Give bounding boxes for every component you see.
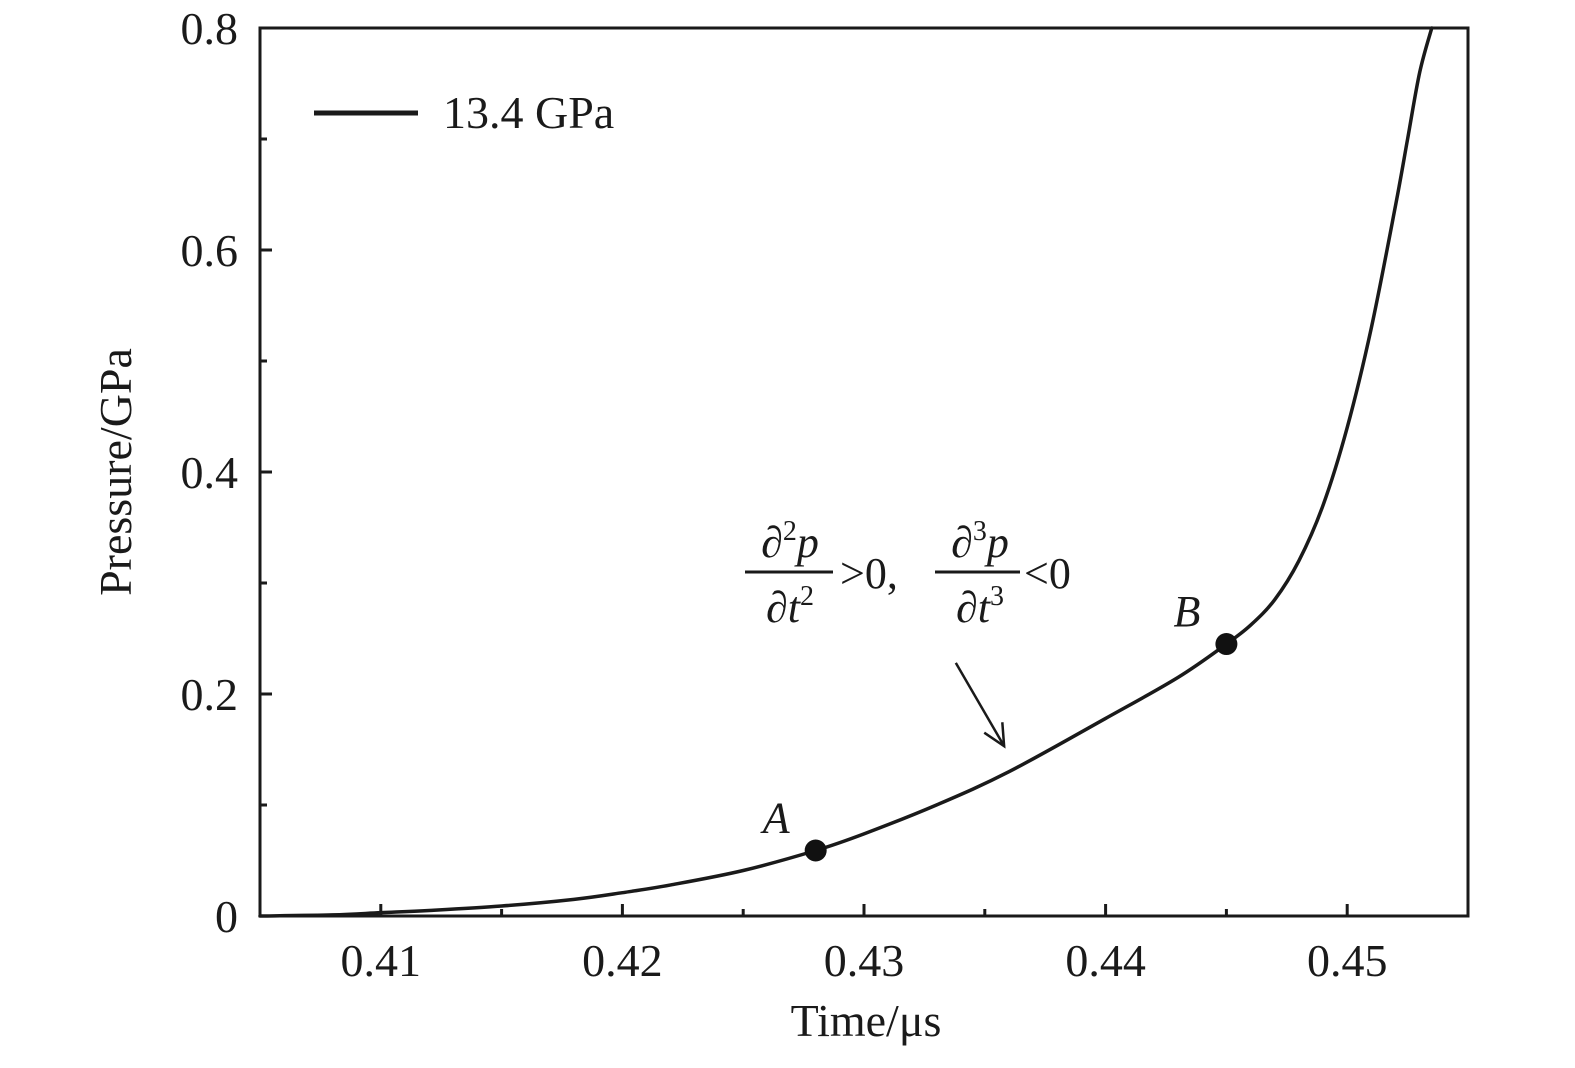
annotation-partial: ∂: [956, 583, 978, 632]
series-layer: [258, 26, 1434, 918]
x-tick-label: 0.44: [1065, 935, 1146, 986]
annotation-exp: 2: [800, 581, 814, 612]
annotation-relation-2: <0: [1024, 549, 1071, 598]
y-tick-label: 0: [215, 891, 238, 942]
axes-layer: 0.41 0.42 0.43 0.44 0.45 0 0.2 0.4 0.6 0.8: [181, 3, 1470, 986]
points-layer: AB: [760, 587, 1238, 862]
annotation-var: p: [794, 518, 819, 567]
annotation-relation-1: >0,: [840, 549, 898, 598]
x-tick-label: 0.43: [824, 935, 905, 986]
x-tick-label: 0.45: [1307, 935, 1388, 986]
point-marker-b: [1215, 633, 1238, 656]
derivative-annotation: ∂2p ∂t2 >0, ∂3p ∂t3 <0: [745, 516, 1071, 632]
point-label-b: B: [1174, 587, 1201, 636]
annotation-frac2-numerator: ∂3p: [951, 516, 1009, 567]
x-axis-title: Time/μs: [791, 995, 942, 1046]
y-tick-label: 0.4: [181, 447, 239, 498]
annotation-var: t: [978, 583, 992, 632]
legend-label: 13.4 GPa: [443, 87, 614, 138]
annotation-frac2-denominator: ∂t3: [956, 581, 1004, 632]
y-tick-label: 0.2: [181, 669, 239, 720]
point-marker-a: [804, 839, 827, 862]
annotation-partial: ∂: [951, 518, 973, 567]
annotation-partial: ∂: [766, 583, 788, 632]
annotation-frac1-numerator: ∂2p: [761, 516, 819, 567]
annotation-partial: ∂: [761, 518, 783, 567]
y-tick-label: 0.8: [181, 3, 239, 54]
legend: 13.4 GPa: [314, 87, 614, 138]
annotation-layer: [954, 662, 1006, 749]
plot-frame: [258, 26, 1470, 918]
point-label-a: A: [760, 794, 791, 843]
annotation-arrow-head: [983, 722, 1006, 749]
annotation-arrow-shaft: [954, 662, 1006, 747]
y-tick-label: 0.6: [181, 225, 239, 276]
annotation-var: p: [984, 518, 1009, 567]
annotation-frac1-denominator: ∂t2: [766, 581, 814, 632]
x-tick-label: 0.42: [582, 935, 663, 986]
x-tick-label: 0.41: [341, 935, 422, 986]
series-line-13-4-gpa: [258, 26, 1434, 918]
annotation-exp: 3: [990, 581, 1004, 612]
annotation-exp: 3: [973, 516, 987, 547]
annotation-exp: 2: [783, 516, 797, 547]
annotation-var: t: [788, 583, 802, 632]
y-axis-title: Pressure/GPa: [90, 348, 141, 596]
